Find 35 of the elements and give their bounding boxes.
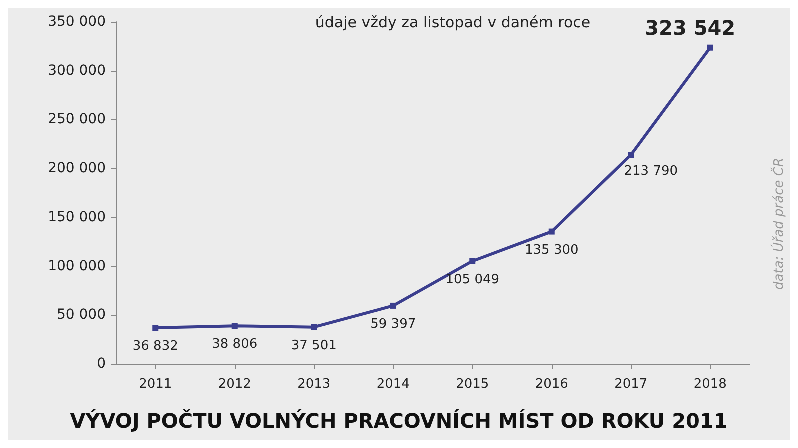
text: data: Úřad práce ČR: [770, 158, 787, 290]
y-tick-label: 300 000: [48, 62, 106, 79]
y-tick-label: 0: [97, 356, 106, 372]
x-tick-label: 2012: [218, 377, 252, 392]
data-label: 135 300: [524, 242, 579, 258]
chart-subtitle: údaje vždy za listopad v daném roce: [315, 14, 591, 32]
x-tick-label: 2014: [376, 377, 410, 392]
data-label: 59 397: [370, 316, 416, 332]
data-label: 323 542: [645, 16, 736, 40]
x-tick-label: 2018: [694, 377, 727, 392]
y-tick-label: 350 000: [48, 14, 106, 30]
x-tick-label: 2017: [614, 377, 648, 392]
text: VÝVOJ POČTU VOLNÝCH PRACOVNÍCH MÍST OD ROKU 2011: [70, 409, 728, 433]
point: [470, 258, 476, 264]
point: [628, 152, 634, 158]
point: [152, 325, 159, 332]
data-label: 213 790: [624, 164, 678, 180]
y-tick-label: 200 000: [48, 160, 106, 177]
point: [390, 302, 396, 309]
y-tick-label: 50 000: [57, 307, 106, 324]
y-tick-label: 100 000: [48, 258, 106, 274]
x-tick-label: 2016: [535, 377, 568, 392]
point: [232, 323, 238, 330]
point: [548, 228, 555, 235]
point: [311, 324, 318, 330]
data-label: 37 501: [291, 338, 337, 354]
point: [707, 44, 714, 51]
x-tick-label: 2015: [456, 377, 490, 392]
y-tick-label: 250 000: [48, 112, 106, 128]
data-label: 36 832: [132, 339, 178, 354]
data-label: 38 806: [212, 337, 258, 352]
data-label: 105 049: [446, 272, 500, 288]
y-tick-label: 150 000: [48, 209, 106, 226]
x-tick-label: 2011: [139, 377, 172, 392]
x-tick-label: 2013: [298, 377, 331, 392]
